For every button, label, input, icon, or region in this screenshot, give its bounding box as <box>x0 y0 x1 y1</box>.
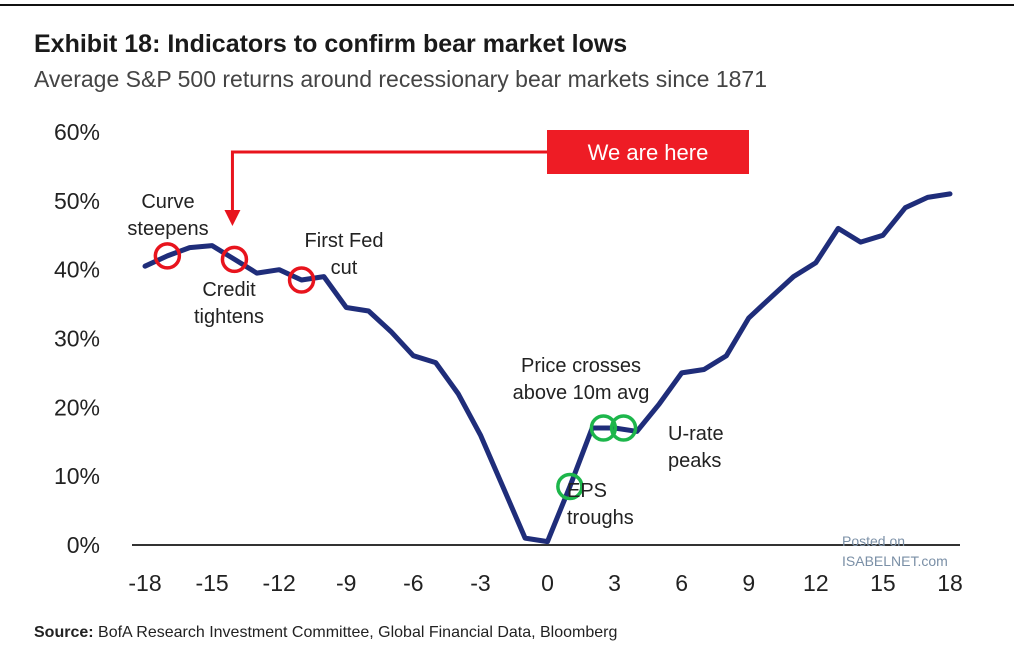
annotation-label: Curve steepens <box>127 191 208 240</box>
line-chart: 0% 10% 20% 30% 40% 50% 60% -18 -15 -12 -9 -6 -3 0 3 6 9… <box>54 119 963 596</box>
annotation-label: First Fed cut <box>305 230 384 279</box>
green-marker <box>609 414 638 442</box>
x-tick-label: -9 <box>336 570 356 596</box>
callout-arrow <box>230 150 547 212</box>
callout-text: We are here <box>588 140 709 165</box>
y-tick-label: 0% <box>67 532 100 558</box>
red-marker <box>153 242 182 270</box>
annotation-markers <box>153 242 638 501</box>
source-label: Source: <box>34 624 94 641</box>
green-marker <box>556 472 584 501</box>
red-marker <box>287 266 316 294</box>
chart-title: Exhibit 18: Indicators to confirm bear m… <box>34 30 628 58</box>
x-tick-label: 9 <box>742 570 755 596</box>
x-tick-label: -15 <box>195 570 228 596</box>
chart-subtitle: Average S&P 500 returns around recession… <box>34 66 768 92</box>
annotation-labels: Curve steepens Credit tightens First Fed cut E… <box>127 191 723 529</box>
callout-arrowhead <box>224 210 241 226</box>
x-tick-label: -3 <box>470 570 490 596</box>
red-marker <box>220 245 249 274</box>
x-tick-label: 3 <box>608 570 621 596</box>
y-axis-ticks: 0% 10% 20% 30% 40% 50% 60% <box>54 119 100 558</box>
x-tick-label: 0 <box>541 570 554 596</box>
annotation-label: U-rate peaks <box>668 423 724 472</box>
green-marker <box>589 414 618 442</box>
callout-box <box>547 130 749 174</box>
x-tick-label: -18 <box>128 570 161 596</box>
annotation-label: Price crosses above 10m avg <box>513 355 650 404</box>
x-tick-label: 6 <box>675 570 688 596</box>
y-tick-label: 20% <box>54 394 100 420</box>
x-tick-label: 18 <box>937 570 963 596</box>
x-tick-label: 12 <box>803 570 829 596</box>
x-tick-label: -6 <box>403 570 423 596</box>
annotation-label: Credit tightens <box>194 279 264 328</box>
source-note: Source: BofA Research Investment Committ… <box>34 624 617 642</box>
y-tick-label: 50% <box>54 188 100 214</box>
watermark-line2: ISABELNET.com <box>842 553 948 569</box>
y-tick-label: 60% <box>54 119 100 145</box>
y-tick-label: 40% <box>54 257 100 283</box>
watermark-line1: Posted on <box>842 533 905 549</box>
chart-frame: Exhibit 18: Indicators to confirm bear m… <box>0 4 1014 642</box>
series-line <box>142 191 953 545</box>
annotation-label: EPS troughs <box>567 480 634 529</box>
x-tick-label: 15 <box>870 570 896 596</box>
watermark: Posted on ISABELNET.com <box>842 533 948 569</box>
x-axis-ticks: -18 -15 -12 -9 -6 -3 0 3 6 9 12 15 18 <box>128 570 962 596</box>
y-tick-label: 10% <box>54 463 100 489</box>
y-tick-label: 30% <box>54 326 100 352</box>
x-tick-label: -12 <box>263 570 296 596</box>
source-text: BofA Research Investment Committee, Glob… <box>98 624 618 641</box>
top-rule <box>0 4 1014 6</box>
